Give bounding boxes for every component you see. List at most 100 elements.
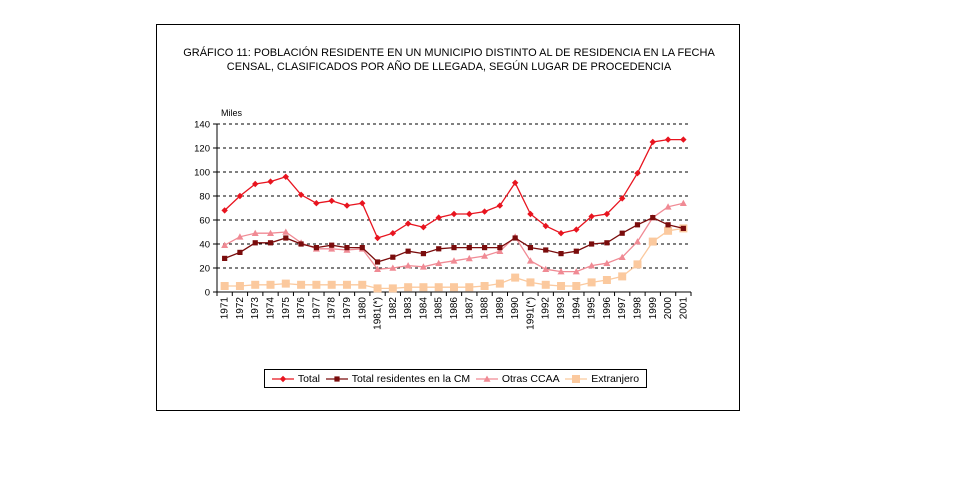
point-3-14 [434,283,443,292]
x-tick-label-25: 1996 [602,297,613,320]
point-3-3 [266,280,275,289]
x-tick-label-7: 1978 [327,297,338,320]
point-2-4 [282,228,290,235]
point-1-26 [619,230,625,236]
point-1-21 [543,247,549,253]
point-1-0 [222,255,228,261]
point-3-8 [342,280,351,289]
y-tick-label-140: 140 [194,120,210,131]
point-1-9 [359,245,365,251]
x-tick-label-18: 1989 [495,297,506,320]
y-tick-label-0: 0 [205,288,210,299]
point-1-8 [344,245,350,251]
point-0-8 [343,202,351,209]
point-1-14 [436,246,442,252]
point-3-10 [373,284,382,293]
point-1-6 [313,245,319,251]
point-1-1 [237,249,243,255]
legend-symbol-1 [325,375,348,382]
point-1-13 [420,251,427,257]
point-2-3 [267,229,275,236]
x-tick-label-23: 1994 [571,297,582,320]
series-line-1 [224,216,684,263]
y-tick-label-60: 60 [199,216,210,227]
point-2-22 [557,268,565,275]
series-line-0 [224,138,684,239]
point-3-24 [587,278,596,287]
legend-label-1: Total residentes en la CM [351,372,471,385]
point-3-11 [388,284,397,293]
point-0-27 [634,170,641,177]
point-0-16 [466,210,473,218]
point-0-24 [588,213,595,220]
chart-title-line-1: GRÁFICO 11: POBLACIÓN RESIDENTE EN UN MU… [183,47,715,59]
point-0-7 [328,197,335,204]
point-3-23 [572,282,581,290]
point-1-7 [329,242,335,248]
point-0-13 [420,224,427,231]
point-3-16 [465,283,474,292]
point-1-16 [466,245,472,251]
point-1-3 [267,240,274,246]
series-0 [221,136,687,242]
point-3-4 [281,279,290,288]
point-0-15 [450,210,458,218]
x-tick-label-26: 1997 [617,297,628,320]
point-2-14 [435,259,443,266]
chart-title-line-2: CENSAL, CLASIFICADOS POR AÑO DE LLEGADA,… [226,61,672,73]
point-0-6 [313,200,320,207]
point-0-17 [481,208,488,215]
legend-item-1: Total residentes en la CM [325,372,471,385]
point-2-26 [618,253,626,260]
point-1-5 [298,241,304,247]
point-2-10 [374,265,382,272]
y-tick-label-20: 20 [199,264,210,275]
point-0-29 [664,136,672,143]
point-2-13 [419,263,427,270]
point-3-29 [664,226,673,235]
point-3-12 [404,283,413,292]
legend: Total Total residentes en la CM Otras CCAA… [264,369,647,388]
point-2-27 [633,238,641,245]
point-1-12 [405,248,411,254]
point-3-21 [541,280,550,289]
x-tick-label-17: 1988 [480,297,491,320]
x-tick-labels: 1971 1972 1973 1974 1975 1976 1977 1978 1979 1980… [220,297,690,330]
point-2-7 [328,245,336,252]
point-0-18 [496,202,504,209]
legend-marker-1 [334,375,340,382]
chart-frame: GRÁFICO 11: POBLACIÓN RESIDENTE EN UN MU… [156,24,740,411]
point-1-18 [497,245,503,251]
point-0-10 [374,234,381,242]
y-tick-labels: 0 20 40 60 80 100 120 140 [194,120,210,299]
point-3-17 [480,282,489,290]
point-3-20 [526,278,535,287]
point-3-27 [633,260,642,269]
point-1-24 [589,241,595,247]
legend-symbol-3 [565,374,588,383]
x-tick-label-3: 1974 [266,297,277,320]
y-tick-label-40: 40 [199,240,210,251]
x-tick-label-6: 1977 [311,297,322,320]
x-tick-label-13: 1984 [418,297,429,320]
x-tick-label-30: 2001 [678,297,689,320]
point-2-30 [679,199,687,206]
x-tick-label-12: 1983 [403,297,414,320]
x-tick-label-0: 1971 [220,297,231,320]
x-tick-label-9: 1980 [357,297,368,320]
y-tick-label-100: 100 [194,168,210,179]
x-tick-label-21: 1992 [541,297,552,320]
point-1-22 [558,251,564,257]
point-3-7 [327,280,336,289]
point-1-30 [680,225,686,231]
point-3-22 [557,282,566,290]
point-3-25 [602,276,611,284]
legend-item-3: Extranjero [565,373,639,385]
point-2-11 [389,264,397,271]
x-tick-label-14: 1985 [434,297,445,320]
legend-symbol-0 [271,375,294,382]
point-2-25 [603,259,611,266]
x-tick-label-10: 1981(*) [373,297,384,330]
x-tick-label-22: 1993 [556,297,567,320]
